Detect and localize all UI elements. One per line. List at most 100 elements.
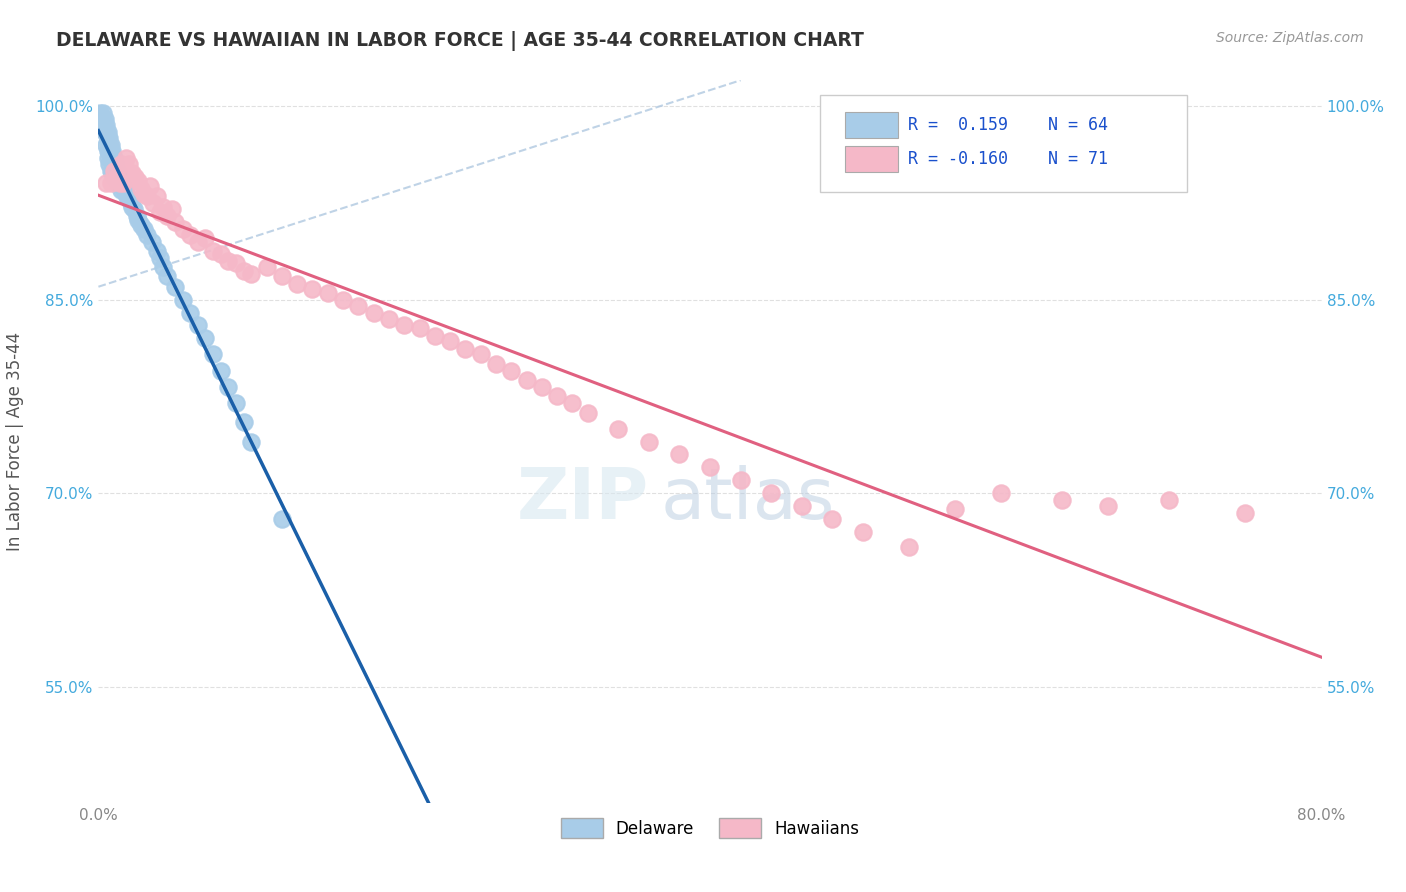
Point [408,321,430,335]
Point [97,151,120,165]
Point [209,363,232,377]
Point [1050,492,1073,507]
Point [156,269,179,284]
Point [118,192,141,206]
Point [142,195,165,210]
Point [121,200,143,214]
Point [316,286,339,301]
Point [179,305,201,319]
Point [187,235,209,249]
Point [124,169,146,184]
Text: Source: ZipAtlas.com: Source: ZipAtlas.com [1216,31,1364,45]
Point [1157,492,1180,507]
Point [134,221,156,235]
Point [100,137,122,152]
Point [759,486,782,500]
Point [285,277,308,292]
Point [423,328,446,343]
Point [112,183,135,197]
Text: ZIP: ZIP [516,465,648,533]
Point [378,312,401,326]
Point [98,157,121,171]
Point [103,163,125,178]
Point [103,157,125,171]
FancyBboxPatch shape [845,146,898,172]
Point [93,112,115,126]
Point [97,145,120,159]
Point [990,486,1012,500]
Point [136,228,159,243]
Point [516,373,538,387]
FancyBboxPatch shape [845,112,898,138]
Point [730,473,752,487]
Point [202,244,225,258]
Text: atlas: atlas [661,465,835,533]
Point [105,174,128,188]
Point [187,318,209,333]
Point [194,331,217,345]
FancyBboxPatch shape [820,95,1187,193]
Point [852,524,875,539]
Text: DELAWARE VS HAWAIIAN IN LABOR FORCE | AGE 35-44 CORRELATION CHART: DELAWARE VS HAWAIIAN IN LABOR FORCE | AG… [56,31,865,51]
Point [561,396,583,410]
Point [111,177,134,191]
Point [607,422,630,436]
Point [115,186,138,201]
Point [94,137,117,152]
Point [485,357,508,371]
Point [98,131,121,145]
Point [270,512,292,526]
Point [454,342,477,356]
Point [104,166,127,180]
Point [103,163,125,178]
Legend: Delaware, Hawaiians: Delaware, Hawaiians [554,812,866,845]
Point [98,145,121,159]
Point [91,105,114,120]
Point [232,415,254,429]
Point [118,157,141,171]
Point [97,131,120,145]
Point [363,305,385,319]
Point [209,247,232,261]
Point [163,279,186,293]
Point [129,218,152,232]
Point [125,209,148,223]
Point [136,189,159,203]
Point [110,177,132,191]
Point [156,209,179,223]
Point [202,347,225,361]
Point [105,169,128,184]
Point [149,252,172,266]
Point [790,499,813,513]
Point [105,163,128,178]
Point [100,151,122,165]
Point [134,186,156,201]
Point [108,174,131,188]
Point [145,189,167,203]
Point [225,256,247,270]
Point [97,125,120,139]
Point [101,145,124,159]
Point [160,202,183,217]
Point [100,163,122,178]
Point [943,501,966,516]
Point [172,221,194,235]
Point [576,406,599,420]
Point [1097,499,1119,513]
Point [637,434,661,449]
Point [94,125,117,139]
Point [104,157,127,171]
Point [347,299,370,313]
Point [225,396,247,410]
Point [439,334,461,348]
Point [101,163,124,178]
Point [821,512,844,526]
Point [301,282,323,296]
Point [107,177,129,191]
Point [152,200,174,214]
Point [145,244,167,258]
Point [530,380,553,394]
Point [89,105,111,120]
Point [470,347,492,361]
Point [897,541,920,555]
